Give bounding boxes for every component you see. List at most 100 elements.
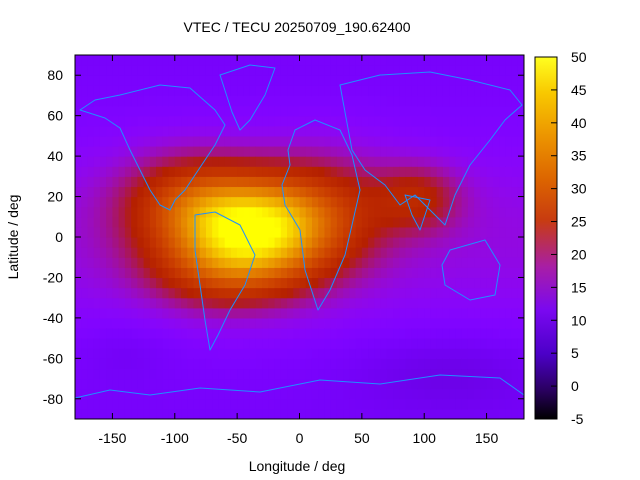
heatmap-cell xyxy=(486,267,494,279)
heatmap-cell xyxy=(255,267,263,279)
heatmap-cell xyxy=(455,297,463,309)
heatmap-cell xyxy=(305,338,313,349)
heatmap-cell xyxy=(274,267,282,279)
heatmap-cell xyxy=(511,65,519,76)
heatmap-cell xyxy=(405,176,413,188)
heatmap-cell xyxy=(287,237,294,248)
heatmap-cell xyxy=(305,348,313,359)
heatmap-cell xyxy=(262,146,269,157)
heatmap-cell xyxy=(486,297,494,309)
heatmap-cell xyxy=(517,237,524,248)
heatmap-cell xyxy=(293,317,301,329)
heatmap-cell xyxy=(442,115,450,127)
heatmap-cell xyxy=(168,317,176,329)
heatmap-cell xyxy=(75,267,82,279)
heatmap-cell xyxy=(467,267,475,279)
heatmap-cell xyxy=(143,95,151,107)
heatmap-cell xyxy=(287,358,294,370)
heatmap-cell xyxy=(511,226,519,238)
heatmap-cell xyxy=(274,186,282,198)
heatmap-cell xyxy=(299,328,307,339)
heatmap-cell xyxy=(436,135,444,147)
heatmap-cell xyxy=(230,186,238,198)
heatmap-cell xyxy=(274,328,282,339)
heatmap-cell xyxy=(112,307,120,319)
heatmap-cell xyxy=(293,297,301,309)
heatmap-cell xyxy=(405,408,413,419)
heatmap-cell xyxy=(249,277,257,289)
heatmap-cell xyxy=(343,408,350,419)
heatmap-cell xyxy=(143,226,151,238)
heatmap-cell xyxy=(449,247,457,258)
heatmap-cell xyxy=(355,328,363,339)
heatmap-cell xyxy=(212,348,220,359)
heatmap-cell xyxy=(380,105,388,117)
heatmap-cell xyxy=(81,378,89,390)
heatmap-cell xyxy=(330,105,338,117)
heatmap-cell xyxy=(486,378,494,390)
heatmap-cell xyxy=(436,75,444,86)
heatmap-cell xyxy=(467,257,475,268)
heatmap-cell xyxy=(380,317,388,329)
heatmap-cell xyxy=(118,55,126,66)
heatmap-cell xyxy=(118,146,126,157)
heatmap-cell xyxy=(330,388,338,400)
heatmap-cell xyxy=(255,378,263,390)
heatmap-cell xyxy=(124,388,132,400)
heatmap-cell xyxy=(318,146,326,157)
heatmap-cell xyxy=(131,388,138,400)
heatmap-cell xyxy=(156,176,163,188)
heatmap-cell xyxy=(112,398,120,410)
heatmap-cell xyxy=(131,338,138,349)
heatmap-cell xyxy=(255,55,263,66)
heatmap-cell xyxy=(461,166,469,177)
heatmap-cell xyxy=(81,55,89,66)
heatmap-cell xyxy=(411,408,419,419)
heatmap-cell xyxy=(436,348,444,359)
heatmap-cell xyxy=(374,146,382,157)
heatmap-cell xyxy=(517,297,524,309)
heatmap-cell xyxy=(174,398,182,410)
heatmap-cell xyxy=(399,358,407,370)
heatmap-cell xyxy=(193,368,201,380)
heatmap-cell xyxy=(205,358,213,370)
heatmap-cell xyxy=(99,146,107,157)
heatmap-cell xyxy=(343,135,350,147)
heatmap-cell xyxy=(149,115,157,127)
heatmap-cell xyxy=(505,348,513,359)
heatmap-cell xyxy=(287,338,294,349)
heatmap-cell xyxy=(299,226,307,238)
heatmap-cell xyxy=(411,388,419,400)
heatmap-cell xyxy=(511,408,519,419)
heatmap-cell xyxy=(343,186,350,198)
heatmap-cell xyxy=(393,287,400,299)
heatmap-cell xyxy=(480,287,488,299)
heatmap-cell xyxy=(168,186,176,198)
heatmap-cell xyxy=(237,388,244,400)
heatmap-cell xyxy=(505,135,513,147)
heatmap-cell xyxy=(87,125,95,137)
heatmap-cell xyxy=(505,398,513,410)
heatmap-cell xyxy=(131,196,138,208)
heatmap-cell xyxy=(187,408,195,419)
heatmap-cell xyxy=(118,267,126,279)
heatmap-cell xyxy=(368,95,375,107)
heatmap-cell xyxy=(87,216,95,228)
heatmap-cell xyxy=(93,196,101,208)
heatmap-cell xyxy=(156,378,163,390)
heatmap-cell xyxy=(430,115,438,127)
heatmap-cell xyxy=(262,307,269,319)
heatmap-cell xyxy=(499,75,506,86)
heatmap-cell xyxy=(380,135,388,147)
heatmap-cell xyxy=(124,65,132,76)
heatmap-cell xyxy=(324,368,332,380)
heatmap-cell xyxy=(131,408,138,419)
heatmap-cell xyxy=(224,237,232,248)
heatmap-cell xyxy=(243,277,251,289)
heatmap-cell xyxy=(405,378,413,390)
heatmap-cell xyxy=(274,55,282,66)
heatmap-cell xyxy=(218,247,226,258)
heatmap-cell xyxy=(305,176,313,188)
heatmap-cell xyxy=(361,55,369,66)
